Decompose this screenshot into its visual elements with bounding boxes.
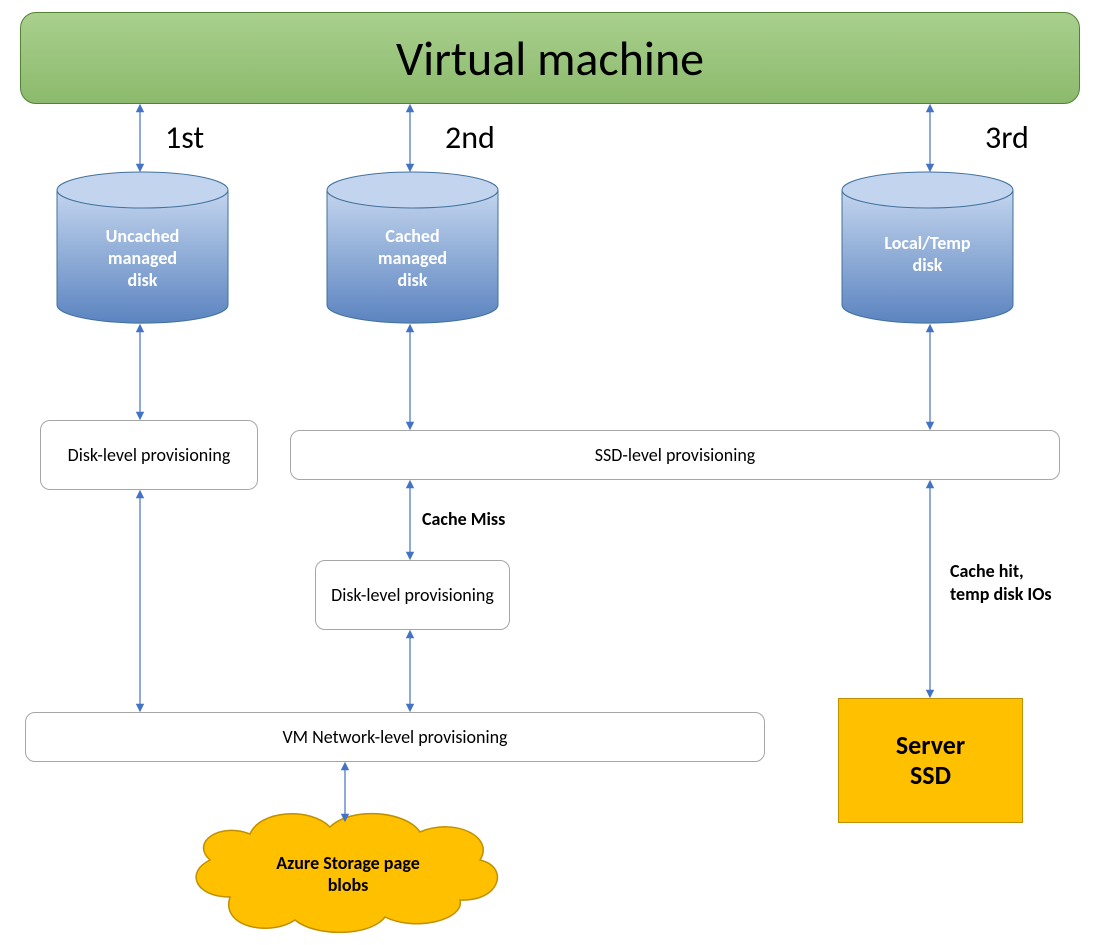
connectors <box>0 0 1103 945</box>
